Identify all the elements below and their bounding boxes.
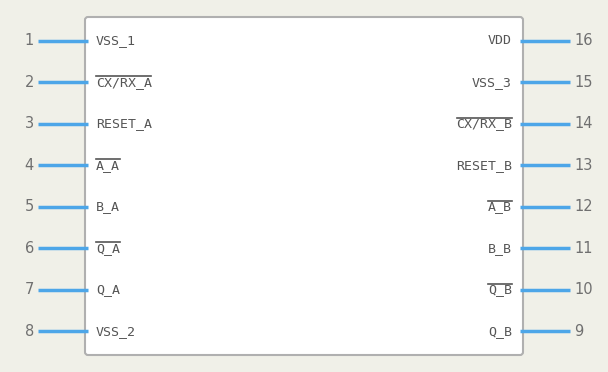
Text: 5: 5 <box>25 199 34 214</box>
FancyBboxPatch shape <box>85 17 523 355</box>
Text: 2: 2 <box>25 75 34 90</box>
Text: Q_B: Q_B <box>488 325 512 338</box>
Text: 9: 9 <box>574 324 583 339</box>
Text: VDD: VDD <box>488 34 512 47</box>
Text: 7: 7 <box>25 282 34 297</box>
Text: B_B: B_B <box>488 242 512 255</box>
Text: 16: 16 <box>574 33 593 48</box>
Text: 14: 14 <box>574 116 593 131</box>
Text: 15: 15 <box>574 75 593 90</box>
Text: Q_B: Q_B <box>488 283 512 296</box>
Text: VSS_1: VSS_1 <box>96 34 136 47</box>
Text: CX/RX_B: CX/RX_B <box>456 117 512 130</box>
Text: 4: 4 <box>25 158 34 173</box>
Text: CX/RX_A: CX/RX_A <box>96 76 152 89</box>
Text: Q_A: Q_A <box>96 242 120 255</box>
Text: 8: 8 <box>25 324 34 339</box>
Text: A_A: A_A <box>96 159 120 172</box>
Text: VSS_3: VSS_3 <box>472 76 512 89</box>
Text: 11: 11 <box>574 241 593 256</box>
Text: B_A: B_A <box>96 200 120 213</box>
Text: RESET_A: RESET_A <box>96 117 152 130</box>
Text: RESET_B: RESET_B <box>456 159 512 172</box>
Text: Q_A: Q_A <box>96 283 120 296</box>
Text: 6: 6 <box>25 241 34 256</box>
Text: VSS_2: VSS_2 <box>96 325 136 338</box>
Text: 1: 1 <box>25 33 34 48</box>
Text: 13: 13 <box>574 158 592 173</box>
Text: 12: 12 <box>574 199 593 214</box>
Text: 10: 10 <box>574 282 593 297</box>
Text: A_B: A_B <box>488 200 512 213</box>
Text: 3: 3 <box>25 116 34 131</box>
